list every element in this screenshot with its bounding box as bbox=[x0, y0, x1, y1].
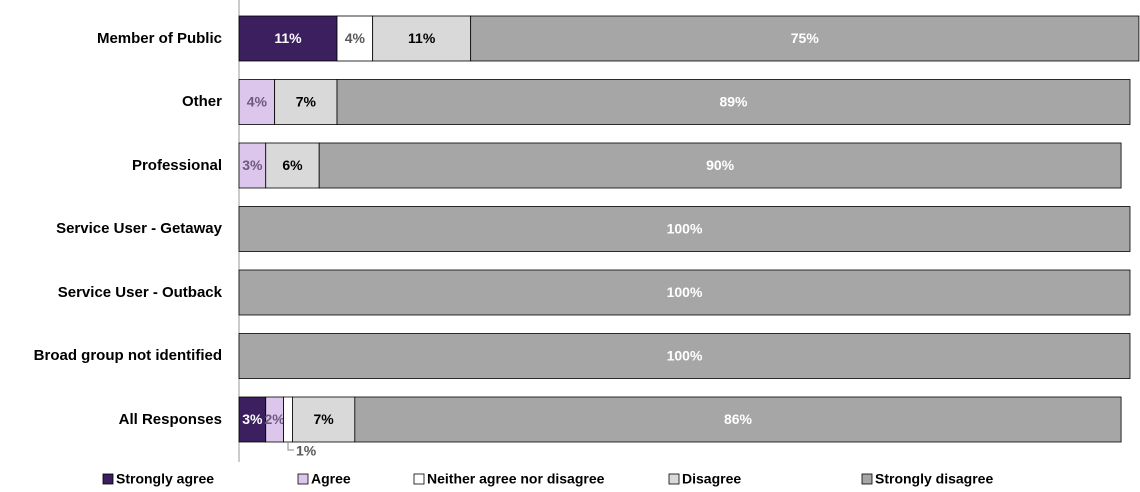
data-label: 4% bbox=[247, 94, 268, 110]
bar-segment bbox=[238, 333, 1131, 379]
category-label: All Responses bbox=[118, 410, 222, 428]
bar-segment bbox=[283, 396, 293, 443]
legend-label: Neither agree nor disagree bbox=[427, 471, 605, 487]
category-label: Professional bbox=[131, 156, 222, 174]
bar-segment bbox=[238, 15, 338, 62]
legend-swatch bbox=[413, 473, 425, 485]
legend-swatch bbox=[861, 473, 873, 485]
category-label: Other bbox=[181, 93, 222, 110]
data-label: 89% bbox=[719, 94, 748, 110]
data-label: 11% bbox=[408, 30, 436, 46]
bar-segment bbox=[336, 15, 374, 62]
data-label: 100% bbox=[667, 348, 703, 364]
bar-segment bbox=[238, 142, 267, 189]
data-label: 100% bbox=[667, 284, 703, 300]
bar-segment bbox=[274, 79, 338, 125]
legend-label: Agree bbox=[311, 471, 351, 487]
bar-segment bbox=[238, 396, 267, 443]
legend-label: Strongly agree bbox=[116, 471, 214, 487]
data-label: 3% bbox=[242, 411, 263, 427]
legend-swatch bbox=[297, 473, 309, 485]
bar-segment bbox=[238, 79, 276, 125]
bar-segment bbox=[372, 15, 472, 62]
data-label: 7% bbox=[314, 411, 335, 427]
legend-label: Strongly disagree bbox=[875, 471, 993, 487]
data-label: 3% bbox=[242, 157, 263, 173]
data-label: 2% bbox=[265, 411, 286, 427]
category-label: Service User - Getaway bbox=[56, 220, 222, 237]
data-label: 6% bbox=[282, 157, 303, 173]
data-label: 90% bbox=[706, 157, 735, 173]
leader-line bbox=[287, 442, 295, 451]
category-label: Broad group not identified bbox=[33, 347, 222, 364]
data-label: 7% bbox=[296, 94, 317, 110]
legend-label: Disagree bbox=[682, 471, 741, 487]
data-label: 86% bbox=[724, 411, 753, 427]
bar-segment bbox=[292, 396, 356, 443]
bar-segment bbox=[470, 15, 1140, 62]
data-label: 4% bbox=[345, 30, 366, 46]
bar-segment bbox=[265, 142, 320, 189]
bar-segment bbox=[238, 269, 1131, 316]
bar-segment bbox=[354, 396, 1122, 443]
data-label: 75% bbox=[791, 30, 820, 46]
bar-segment bbox=[336, 79, 1131, 125]
legend-swatch bbox=[102, 473, 114, 485]
legend-swatch bbox=[668, 473, 680, 485]
data-label: 1% bbox=[296, 443, 317, 459]
data-label: 100% bbox=[667, 221, 703, 237]
category-label: Member of Public bbox=[96, 29, 222, 47]
data-label: 11% bbox=[274, 30, 302, 46]
bar-segment bbox=[318, 142, 1122, 189]
category-label: Service User - Outback bbox=[57, 283, 222, 301]
bar-segment bbox=[238, 206, 1131, 252]
